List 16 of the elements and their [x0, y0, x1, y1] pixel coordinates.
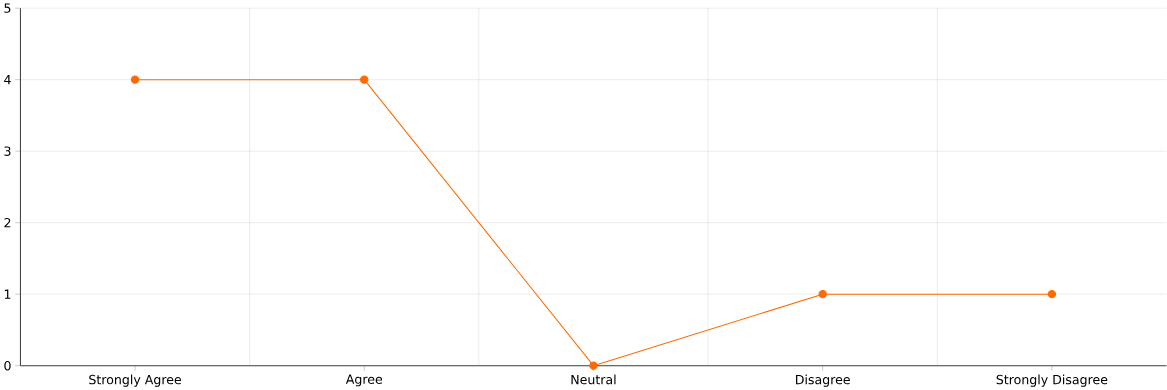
y-tick-label: 2 [4, 217, 11, 228]
point [589, 361, 598, 370]
y-tick-label: 1 [4, 289, 11, 299]
x-tick-label: Agree [345, 374, 383, 387]
point [360, 75, 369, 84]
y-tick-label: 0 [4, 360, 11, 371]
x-tick-label: Neutral [571, 374, 616, 385]
point [818, 289, 827, 299]
y-tick-label: 3 [4, 146, 11, 156]
y-tick-label: 5 [4, 3, 11, 13]
x-tick-label: Strongly Disagree [996, 374, 1108, 387]
point [130, 75, 140, 84]
x-tick-label: Strongly Agree [89, 374, 182, 387]
y-tick-label: 4 [4, 74, 11, 85]
x-tick-label: Disagree [796, 374, 850, 387]
point [1047, 289, 1057, 299]
